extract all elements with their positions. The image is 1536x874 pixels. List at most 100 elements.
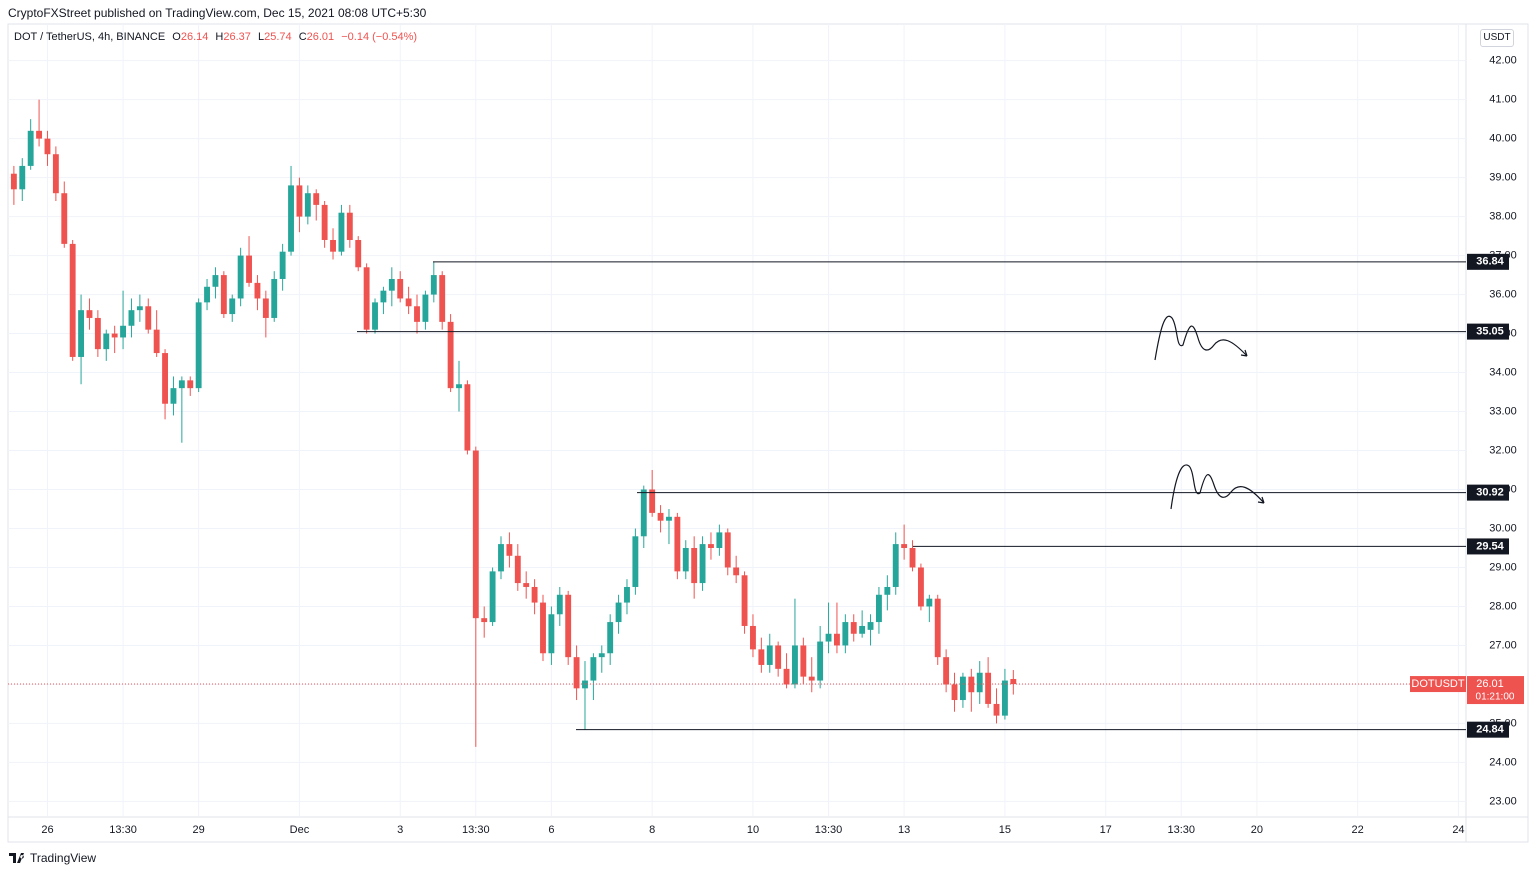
candle-body <box>447 321 454 389</box>
candle-body <box>439 275 446 322</box>
candle-body <box>254 282 261 299</box>
candle-body <box>959 676 966 701</box>
x-tick-label: 3 <box>397 824 403 836</box>
candle-body <box>548 614 555 654</box>
candle-body <box>321 204 328 240</box>
candle-body <box>884 586 891 595</box>
x-tick-label: 29 <box>193 824 205 836</box>
x-tick-label: 6 <box>548 824 554 836</box>
candle-body <box>573 657 580 689</box>
candle-body <box>985 672 992 704</box>
level-label: 35.05 <box>1476 326 1504 338</box>
candle-body <box>993 703 1000 716</box>
publisher-header: CryptoFXStreet published on TradingView.… <box>8 6 427 20</box>
axes: 23.0024.0025.0026.0027.0028.0029.0030.00… <box>41 55 1524 836</box>
x-tick-label: 13 <box>898 824 910 836</box>
candle-body <box>909 547 916 568</box>
candle-body <box>405 298 412 307</box>
x-tick-label: Dec <box>290 824 310 836</box>
level-tag <box>1467 721 1509 738</box>
candle-body <box>19 165 26 190</box>
candle-body <box>204 286 210 303</box>
candle-body <box>792 645 798 685</box>
candle-body <box>271 278 278 318</box>
candle-body <box>531 586 538 603</box>
candle-body <box>346 212 353 240</box>
candle-body <box>10 173 17 190</box>
level-label: 29.54 <box>1476 540 1504 552</box>
candle-body <box>229 298 236 315</box>
x-tick-label: 17 <box>1100 824 1112 836</box>
level-tag <box>1467 323 1509 340</box>
candle-body <box>178 380 185 389</box>
candle-body <box>708 544 714 548</box>
candle-body <box>153 329 160 354</box>
symbol-label: DOTUSDT <box>1411 678 1464 690</box>
candle-body <box>758 649 765 665</box>
candle-body <box>783 668 790 685</box>
candle-body <box>901 544 908 548</box>
candle-body <box>951 684 958 701</box>
candle-body <box>111 333 118 338</box>
candle-body <box>86 310 93 318</box>
chart-frame <box>7 23 1529 843</box>
candle-body <box>237 255 244 299</box>
price-label: 26.01 <box>1476 678 1504 690</box>
candle-body <box>624 586 630 603</box>
y-tick-label: 34.00 <box>1489 366 1517 378</box>
x-tick-label: 26 <box>41 824 53 836</box>
ohlc-value: 26.37 <box>223 31 251 43</box>
candle-body <box>800 645 807 677</box>
ohlc-value: 25.74 <box>264 31 292 43</box>
candle-body <box>716 532 723 548</box>
candle-body <box>61 193 68 244</box>
candle-body <box>422 294 429 322</box>
candle-body <box>699 544 706 584</box>
candle-body <box>842 622 849 646</box>
candle-body <box>934 598 941 658</box>
candle-body <box>44 138 51 155</box>
candle-body <box>338 212 345 252</box>
candle-body <box>733 567 740 576</box>
level-label: 30.92 <box>1476 487 1504 499</box>
candle-body <box>162 353 168 404</box>
currency-button[interactable]: USDT <box>1480 29 1514 47</box>
candle-body <box>825 633 832 642</box>
footer-brand: TradingView <box>30 851 97 865</box>
drawing <box>1154 315 1265 510</box>
y-tick-label: 38.00 <box>1489 211 1517 223</box>
candle-body <box>682 547 689 572</box>
x-tick-label: 8 <box>649 824 655 836</box>
grid <box>8 24 1466 817</box>
candle-body <box>565 594 572 658</box>
candle-body <box>120 325 127 338</box>
ohlc-key: O <box>172 31 181 43</box>
y-tick-label: 39.00 <box>1489 172 1517 184</box>
candle-body <box>598 653 605 658</box>
y-tick-label: 40.00 <box>1489 133 1517 145</box>
candle-body <box>27 130 34 166</box>
y-tick-label: 41.00 <box>1489 94 1517 106</box>
candle-body <box>363 267 370 330</box>
candle-body <box>926 598 933 607</box>
x-tick-label: 13:30 <box>1168 824 1196 836</box>
level-tag <box>1467 484 1509 501</box>
candle-body <box>330 239 336 252</box>
candle-body <box>817 641 824 681</box>
candle-body <box>464 384 471 451</box>
symbol-tag <box>1410 676 1466 693</box>
candle-body <box>498 544 504 572</box>
candle-body <box>741 575 748 626</box>
candle-body <box>607 622 614 654</box>
candle-body <box>649 489 656 513</box>
candle-body <box>674 516 681 572</box>
y-tick-label: 32.00 <box>1489 444 1517 456</box>
countdown-label: 01:21:00 <box>1476 692 1515 703</box>
candle-body <box>943 657 950 685</box>
ohlc-key: H <box>215 31 224 43</box>
y-tick-label: 27.00 <box>1489 639 1517 651</box>
candle-body <box>514 555 521 584</box>
candle-body <box>523 583 530 587</box>
level-tag <box>1467 538 1509 555</box>
candle-body <box>556 594 563 615</box>
